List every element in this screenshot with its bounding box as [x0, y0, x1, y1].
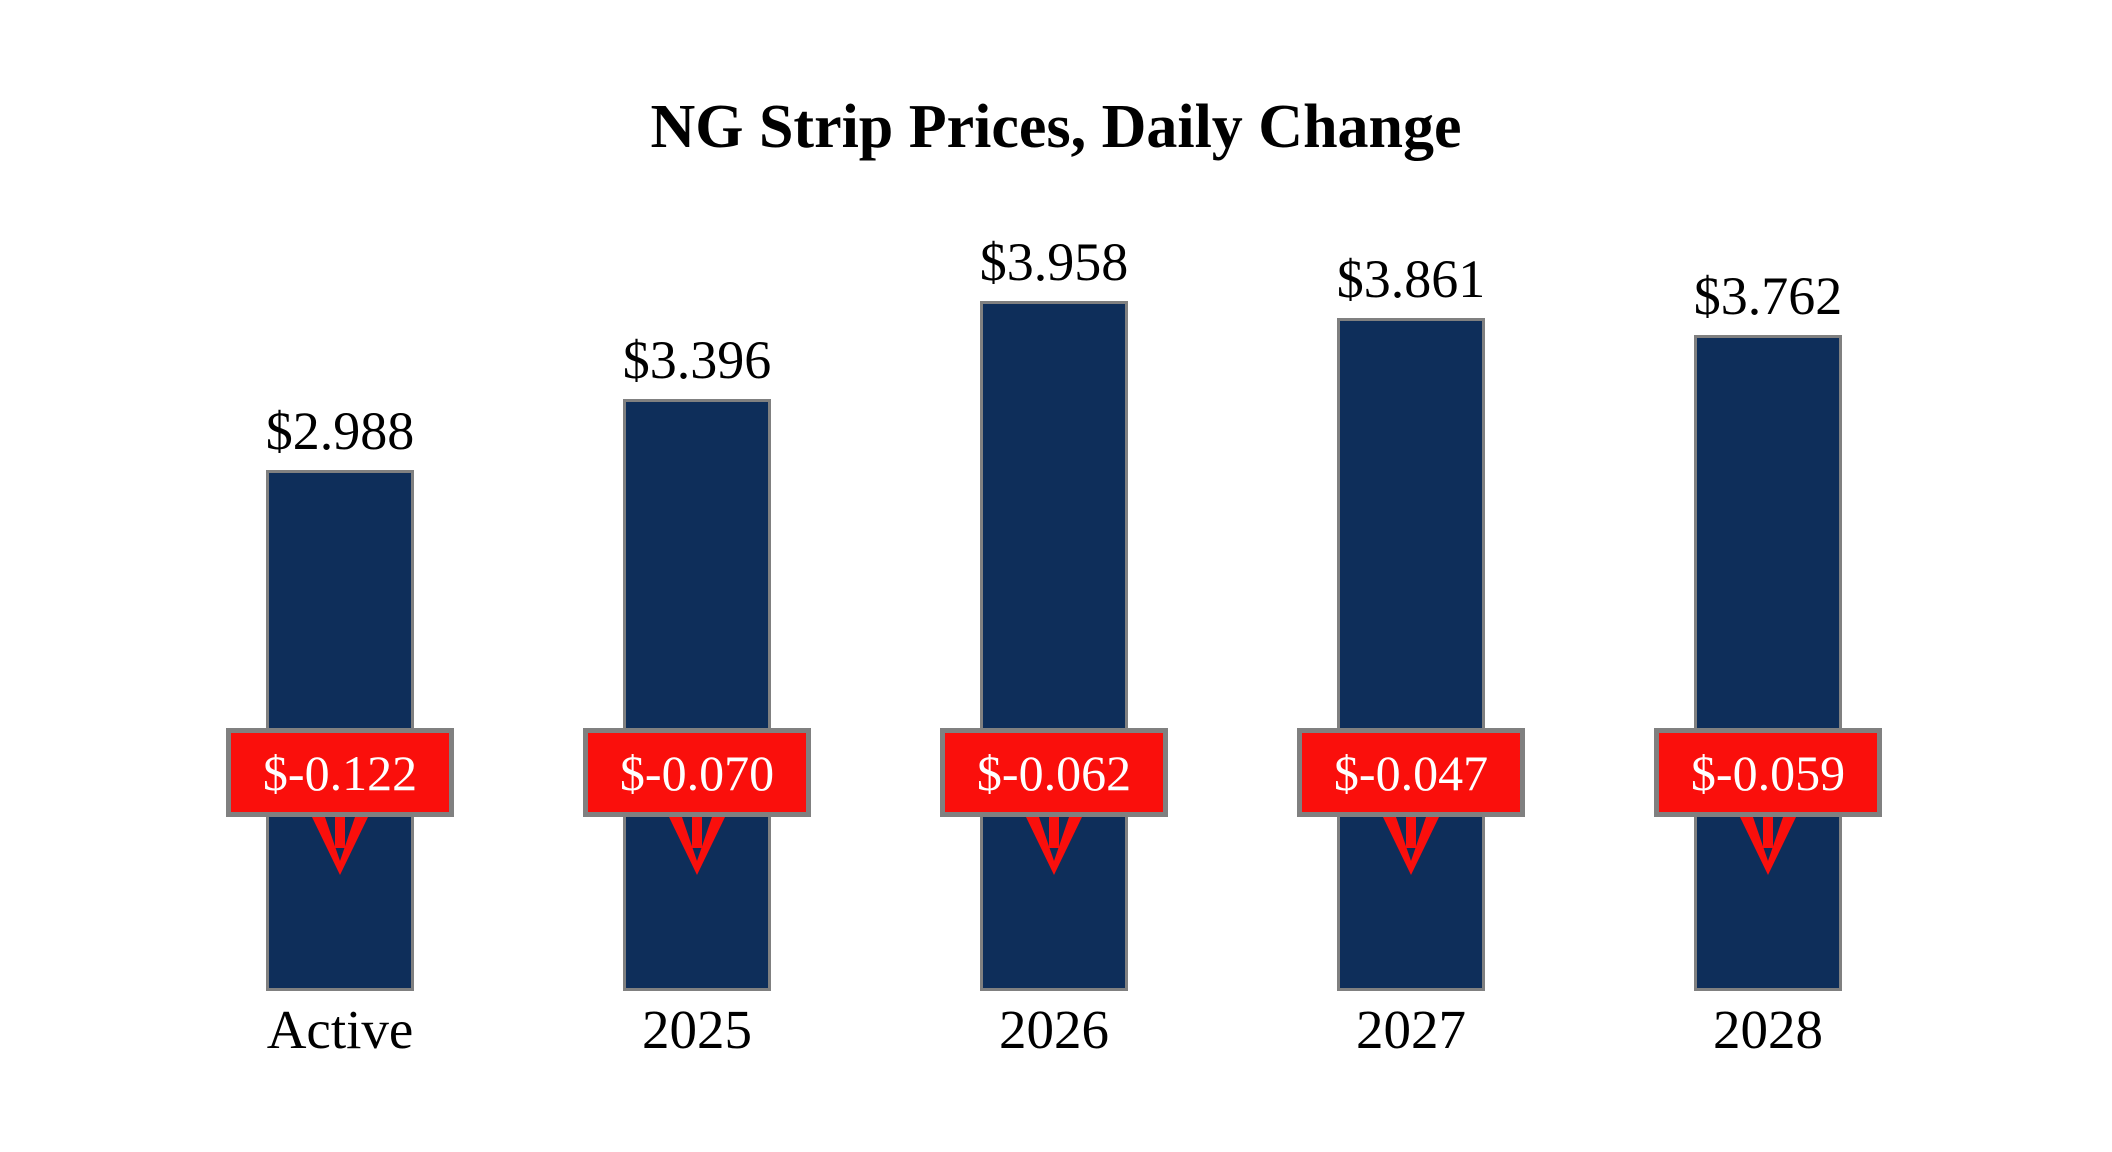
- change-badge: $-0.047: [1297, 728, 1525, 817]
- change-badge: $-0.062: [940, 728, 1168, 817]
- bar-2027: [1337, 318, 1485, 991]
- bar-2025: [623, 399, 771, 991]
- bar-value-label: $2.988: [265, 401, 415, 462]
- category-label: 2027: [1356, 999, 1466, 1060]
- change-label: $-0.122: [262, 744, 418, 801]
- bar-value-label: $3.396: [622, 330, 772, 391]
- bar-value-label: $3.762: [1693, 266, 1843, 327]
- bar-group-2028: $3.762 $-0.059 2028: [1654, 0, 1882, 1152]
- bar-value-label: $3.861: [1336, 249, 1486, 310]
- change-badge: $-0.070: [583, 728, 811, 817]
- chart-title: NG Strip Prices, Daily Change: [650, 93, 1462, 161]
- down-arrow-icon: [1740, 817, 1796, 875]
- category-label: Active: [266, 999, 414, 1060]
- bar-group-2027: $3.861 $-0.047 2027: [1297, 0, 1525, 1152]
- change-label: $-0.059: [1690, 744, 1846, 801]
- down-arrow-icon: [669, 817, 725, 875]
- change-badge: $-0.059: [1654, 728, 1882, 817]
- change-label: $-0.047: [1333, 744, 1489, 801]
- bar-value-label: $3.958: [979, 232, 1129, 293]
- bar-2026: [980, 301, 1128, 991]
- down-arrow-icon: [312, 817, 368, 875]
- bar-group-2026: $3.958 $-0.062 2026: [940, 0, 1168, 1152]
- bar-group-active: $2.988 $-0.122 Active: [226, 0, 454, 1152]
- change-label: $-0.062: [976, 744, 1132, 801]
- bar-group-2025: $3.396 $-0.070 2025: [583, 0, 811, 1152]
- change-label: $-0.070: [619, 744, 775, 801]
- down-arrow-icon: [1383, 817, 1439, 875]
- category-label: 2026: [999, 999, 1109, 1060]
- change-badge: $-0.122: [226, 728, 454, 817]
- category-label: 2028: [1713, 999, 1823, 1060]
- bar-2028: [1694, 335, 1842, 991]
- category-label: 2025: [642, 999, 752, 1060]
- down-arrow-icon: [1026, 817, 1082, 875]
